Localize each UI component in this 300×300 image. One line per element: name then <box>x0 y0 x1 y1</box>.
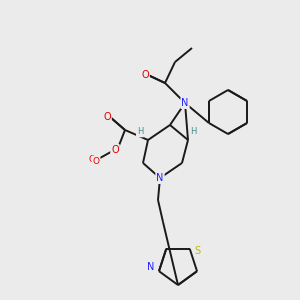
Text: N: N <box>156 173 164 183</box>
Text: H: H <box>190 128 196 136</box>
Text: O: O <box>103 112 111 122</box>
Text: N: N <box>181 98 189 108</box>
Text: O: O <box>111 145 119 155</box>
Text: O: O <box>141 70 149 80</box>
Text: O: O <box>89 155 95 164</box>
Text: N: N <box>147 262 155 272</box>
Text: S: S <box>195 246 201 256</box>
Text: O: O <box>92 157 100 166</box>
Text: H: H <box>137 128 143 136</box>
